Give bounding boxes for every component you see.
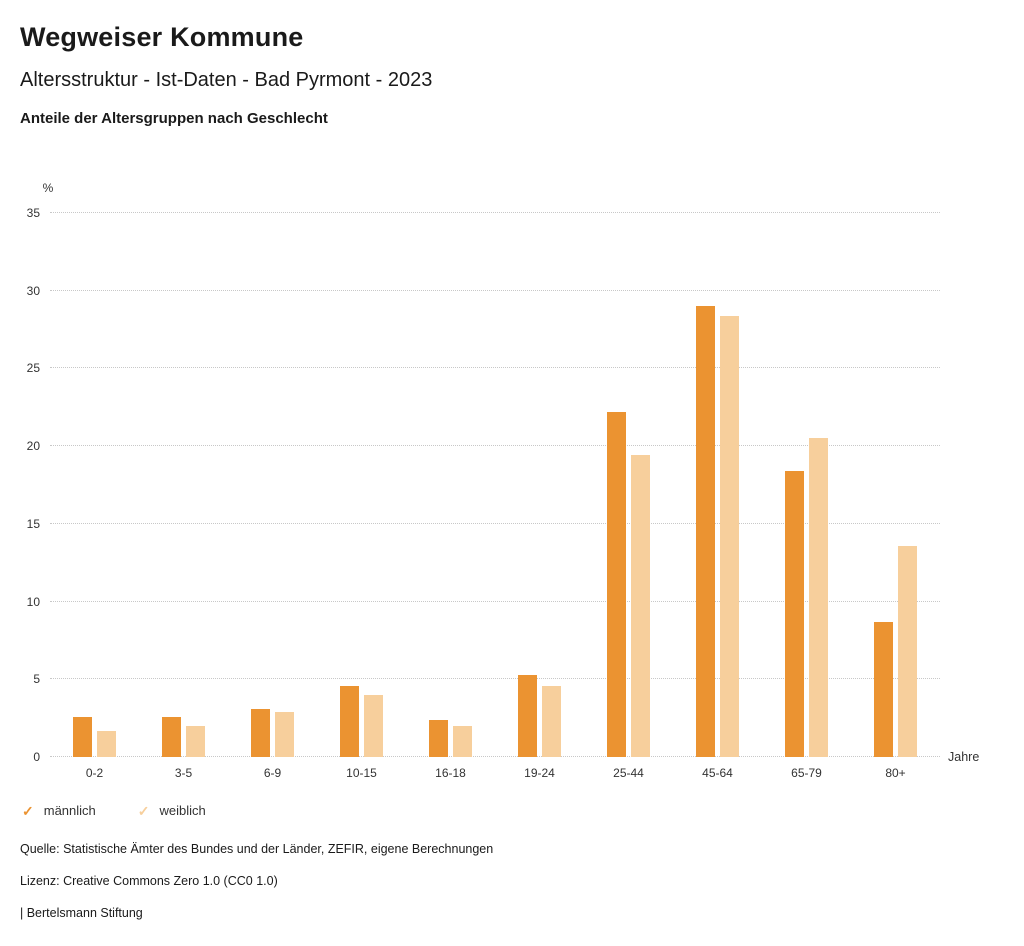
x-axis-unit-label: Jahre — [948, 750, 980, 764]
footer: Quelle: Statistische Ämter des Bundes un… — [20, 842, 1004, 920]
bar-pair — [340, 213, 383, 757]
y-tick-label: 25 — [26, 361, 40, 376]
bar-weiblich — [720, 315, 739, 757]
x-tick-label: 6-9 — [263, 766, 282, 780]
bar-group: 6-9 — [228, 213, 317, 780]
bar-pair — [696, 213, 739, 757]
bar-group: 16-18 — [406, 213, 495, 780]
y-tick-label: 0 — [33, 750, 40, 764]
bar-maennlich — [251, 708, 270, 757]
x-tick-label: 80+ — [885, 766, 906, 780]
check-icon: ✓ — [137, 802, 150, 819]
bar-pair — [874, 213, 917, 757]
bar-maennlich — [874, 621, 893, 757]
bar-group: 10-15 — [317, 213, 406, 780]
gridline — [50, 367, 940, 369]
bar-group: 25-44 — [584, 213, 673, 780]
bar-groups: 0-2 3-5 6-9 10-15 16-18 19-24 25-44 45-64 65-79 8… — [50, 213, 940, 780]
bar-pair — [785, 213, 828, 757]
gridline — [50, 600, 940, 602]
bar-weiblich — [631, 455, 650, 757]
bar-chart: % Jahre 0 5 10 15 20 25 30 35 0-2 3-5 6-9 10-15 16-1… — [27, 181, 980, 780]
bar-group: 19-24 — [495, 213, 584, 780]
legend-label: männlich — [43, 803, 96, 818]
bar-maennlich — [340, 685, 359, 757]
bar-group: 45-64 — [673, 213, 762, 780]
header: Wegweiser Kommune Altersstruktur - Ist-D… — [20, 22, 1004, 127]
bar-weiblich — [453, 725, 472, 757]
x-tick-label: 3-5 — [174, 766, 193, 780]
y-axis-unit-label: % — [42, 181, 54, 195]
x-tick-label: 19-24 — [524, 766, 555, 780]
bar-weiblich — [275, 711, 294, 757]
check-icon: ✓ — [22, 802, 34, 819]
bar-weiblich — [186, 725, 205, 757]
bar-maennlich — [696, 306, 715, 757]
source-text: Quelle: Statistische Ämter des Bundes un… — [20, 842, 494, 856]
y-tick-label: 30 — [26, 283, 40, 298]
bar-maennlich — [518, 674, 537, 757]
bar-weiblich — [898, 545, 917, 757]
chart-subtitle: Altersstruktur - Ist-Daten - Bad Pyrmont… — [20, 69, 433, 91]
bar-maennlich — [785, 471, 804, 757]
x-tick-label: 10-15 — [346, 766, 377, 780]
bar-weiblich — [809, 438, 828, 757]
gridline — [50, 445, 940, 447]
bar-pair — [518, 213, 561, 757]
bar-pair — [429, 213, 472, 757]
y-tick-label: 35 — [26, 206, 40, 220]
bar-group: 0-2 — [50, 213, 139, 780]
bar-pair — [251, 213, 294, 757]
x-tick-label: 25-44 — [613, 766, 644, 780]
bar-group: 3-5 — [139, 213, 228, 780]
legend-item-weiblich: ✓ weiblich — [138, 803, 206, 818]
bar-pair — [73, 213, 116, 757]
gridline — [50, 522, 940, 524]
gridline — [50, 678, 940, 680]
y-tick-label: 15 — [26, 516, 40, 531]
attribution-text: | Bertelsmann Stiftung — [20, 906, 143, 920]
x-tick-label: 16-18 — [435, 766, 466, 780]
gridline — [50, 756, 940, 757]
bar-pair — [162, 213, 205, 757]
license-text: Lizenz: Creative Commons Zero 1.0 (CC0 1… — [20, 874, 278, 888]
page-title: Wegweiser Kommune — [20, 22, 304, 52]
chart-heading: Anteile der Altersgruppen nach Geschlech… — [20, 110, 328, 127]
x-tick-label: 65-79 — [791, 766, 822, 780]
y-tick-label: 10 — [26, 594, 40, 609]
bar-group: 80+ — [851, 213, 940, 780]
bar-weiblich — [542, 685, 561, 757]
y-tick-label: 20 — [26, 439, 40, 454]
x-tick-label: 0-2 — [85, 766, 104, 780]
bar-pair — [607, 213, 650, 757]
bar-maennlich — [429, 719, 448, 757]
legend: ✓ männlich ✓ weiblich — [22, 803, 1004, 818]
bar-weiblich — [364, 694, 383, 757]
legend-item-maennlich: ✓ männlich — [22, 803, 96, 818]
legend-label: weiblich — [159, 803, 206, 818]
x-tick-label: 45-64 — [702, 766, 733, 780]
bar-maennlich — [607, 411, 626, 757]
bar-weiblich — [97, 730, 116, 757]
gridline — [50, 212, 940, 213]
gridline — [50, 289, 940, 291]
bar-group: 65-79 — [762, 213, 851, 780]
y-tick-label: 5 — [33, 672, 40, 687]
bar-maennlich — [162, 716, 181, 757]
bar-maennlich — [73, 716, 92, 757]
